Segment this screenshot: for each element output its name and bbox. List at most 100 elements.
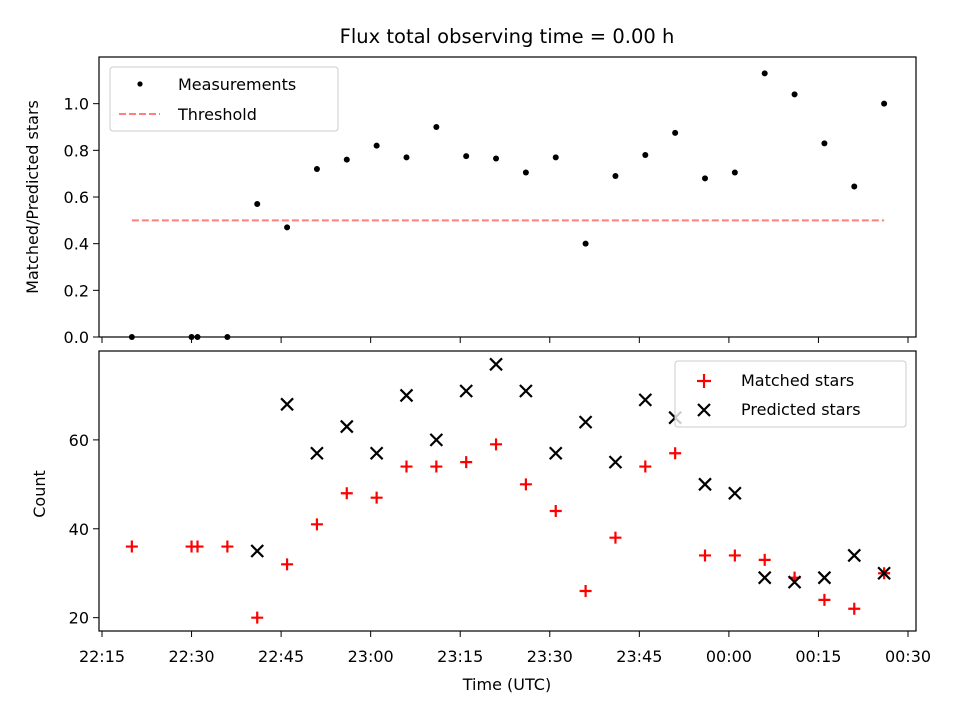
measurement-point [731, 169, 738, 176]
x-tick-label: 23:30 [527, 647, 573, 666]
matched-star-point [221, 540, 234, 553]
predicted-star-point [429, 433, 444, 447]
top-legend-box [109, 66, 339, 132]
x-tick-label: 23:45 [616, 647, 662, 666]
bottom-plot-frame [98, 350, 917, 632]
matched-star-point [699, 549, 712, 562]
x-axis-label: Time (UTC) [462, 675, 551, 694]
measurement-point [313, 166, 320, 172]
bottom-y-ticks: 20 40 60 [69, 431, 99, 628]
x-tick-label: 23:15 [437, 647, 483, 666]
predicted-star-point [489, 357, 503, 372]
measurement-point [672, 129, 679, 136]
top-x-ticks [101, 337, 909, 343]
measurement-point [403, 154, 410, 161]
top-y-tick-label: 0.6 [64, 188, 89, 207]
predicted-star-point [757, 570, 772, 585]
matched-star-point [370, 491, 383, 504]
legend-threshold-label: Threshold [177, 105, 257, 124]
measurement-point [194, 334, 201, 340]
measurement-point [463, 153, 470, 160]
measurement-point [343, 156, 350, 163]
legend-matched-label: Matched stars [741, 371, 854, 390]
matched-star-point [251, 611, 264, 624]
bottom-y-tick-label: 60 [69, 431, 89, 450]
measurement-point [642, 152, 649, 158]
matched-star-point [490, 438, 503, 451]
predicted-star-point [459, 384, 473, 398]
measurement-point [612, 173, 619, 179]
bottom-y-tick-label: 40 [69, 520, 89, 539]
predicted-star-point [519, 384, 533, 398]
legend-matched-marker [697, 374, 711, 388]
legend-measurements-marker [137, 81, 143, 87]
legend-predicted-label: Predicted stars [741, 400, 861, 419]
top-y-tick-label: 0.8 [64, 141, 89, 160]
predicted-star-point [638, 393, 653, 407]
top-y-axis-label: Matched/Predicted stars [23, 100, 42, 294]
legend-predicted-marker [697, 403, 711, 417]
predicted-star-point [310, 446, 324, 460]
measurement-point [582, 240, 589, 247]
matched-star-point [609, 531, 622, 544]
x-tick-label: 22:30 [169, 647, 215, 666]
matched-star-point [191, 540, 204, 553]
bottom-panel: 20 40 60 22:15 22:30 22:45 23:00 23:15 23:30 23:… [30, 350, 931, 694]
matched-star-point [340, 487, 353, 500]
legend-measurements-label: Measurements [178, 75, 296, 94]
top-y-tick-label: 1.0 [64, 95, 89, 114]
matched-star-point [310, 518, 323, 531]
measurement-point [373, 142, 380, 149]
measurement-point [224, 334, 231, 340]
matched-star-point [579, 585, 592, 597]
x-tick-label: 22:45 [258, 647, 304, 666]
measurement-point [821, 140, 828, 147]
matched-star-point [848, 602, 861, 615]
measurement-point [522, 169, 529, 176]
x-tick-label: 00:30 [885, 647, 931, 666]
predicted-star-point [250, 544, 265, 558]
measurement-point [702, 175, 709, 182]
matched-star-point [281, 558, 294, 571]
bottom-y-tick-label: 20 [69, 609, 89, 628]
x-tick-label: 00:00 [706, 647, 752, 666]
predicted-star-point [369, 446, 384, 460]
matched-star-point [728, 549, 741, 562]
top-legend: Measurements Threshold [109, 66, 339, 132]
measurement-point [791, 91, 798, 98]
predicted-star-point [608, 455, 623, 469]
predicted-star-point [280, 397, 294, 412]
matched-star-point [460, 456, 473, 469]
matched-star-point [400, 460, 413, 473]
matched-star-point [818, 593, 831, 606]
predicted-star-point [399, 388, 414, 403]
bottom-x-ticks: 22:15 22:30 22:45 23:00 23:15 23:30 23:45 00:00… [79, 631, 931, 666]
top-y-tick-label: 0.0 [64, 328, 89, 347]
top-y-ticks: 0.0 0.2 0.4 0.6 0.8 1.0 [64, 95, 99, 347]
measurement-point [254, 201, 261, 207]
matched-star-point [125, 540, 138, 553]
predicted-star-point [847, 548, 862, 563]
measurement-point [851, 183, 858, 190]
predicted-star-point [877, 566, 891, 580]
x-tick-label: 23:00 [348, 647, 394, 666]
predicted-star-point [578, 415, 593, 429]
predicted-star-point [340, 419, 354, 434]
predicted-star-point [817, 570, 832, 585]
predicted-star-point [728, 486, 742, 500]
matched-star-point [519, 478, 532, 491]
measurement-point [433, 124, 440, 130]
top-panel: 0.0 0.2 0.4 0.6 0.8 1.0 Matched/Predicted sta… [23, 56, 917, 347]
bottom-legend-box [674, 360, 907, 428]
predicted-star-point [698, 477, 712, 492]
bottom-legend: Matched stars Predicted stars [674, 360, 907, 428]
matched-star-point [549, 505, 562, 517]
matched-star-point [669, 447, 682, 460]
top-data-marks [128, 70, 888, 340]
top-y-tick-label: 0.4 [64, 235, 89, 254]
measurement-point [188, 334, 195, 340]
bottom-data-marks [125, 357, 891, 624]
measurement-point [128, 334, 135, 340]
bottom-y-axis-label: Count [30, 470, 49, 518]
